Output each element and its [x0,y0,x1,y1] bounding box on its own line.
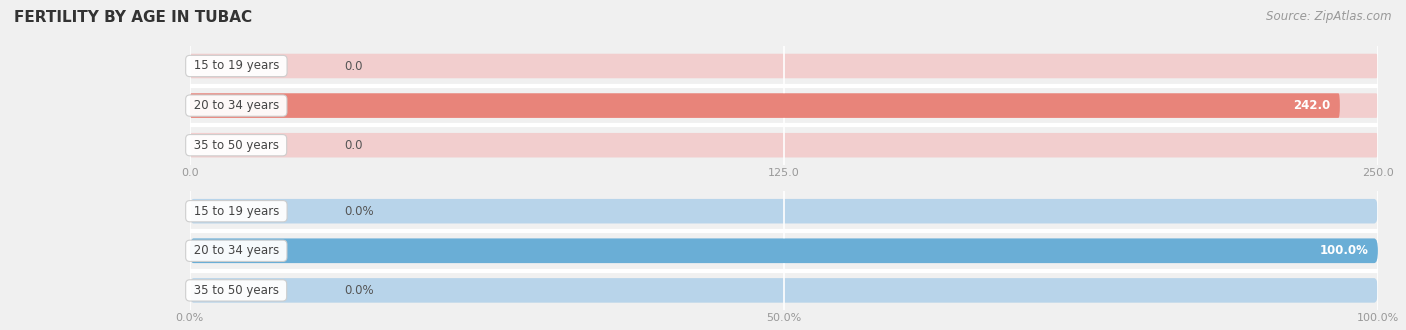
Text: 242.0: 242.0 [1294,99,1330,112]
FancyBboxPatch shape [190,133,1378,157]
Text: Source: ZipAtlas.com: Source: ZipAtlas.com [1267,10,1392,23]
FancyBboxPatch shape [190,239,1378,263]
Text: FERTILITY BY AGE IN TUBAC: FERTILITY BY AGE IN TUBAC [14,10,252,25]
Text: 15 to 19 years: 15 to 19 years [190,205,283,218]
Text: 35 to 50 years: 35 to 50 years [190,284,283,297]
FancyBboxPatch shape [190,93,1378,118]
Text: 0.0%: 0.0% [344,205,374,218]
FancyBboxPatch shape [190,199,1378,223]
FancyBboxPatch shape [190,54,1378,78]
Text: 20 to 34 years: 20 to 34 years [190,99,283,112]
Text: 0.0: 0.0 [344,59,363,73]
Text: 0.0%: 0.0% [344,284,374,297]
FancyBboxPatch shape [190,239,1378,263]
Text: 35 to 50 years: 35 to 50 years [190,139,283,152]
Text: 15 to 19 years: 15 to 19 years [190,59,283,73]
Text: 100.0%: 100.0% [1319,244,1368,257]
Text: 0.0: 0.0 [344,139,363,152]
Text: 20 to 34 years: 20 to 34 years [190,244,283,257]
FancyBboxPatch shape [190,93,1340,118]
FancyBboxPatch shape [190,278,1378,303]
